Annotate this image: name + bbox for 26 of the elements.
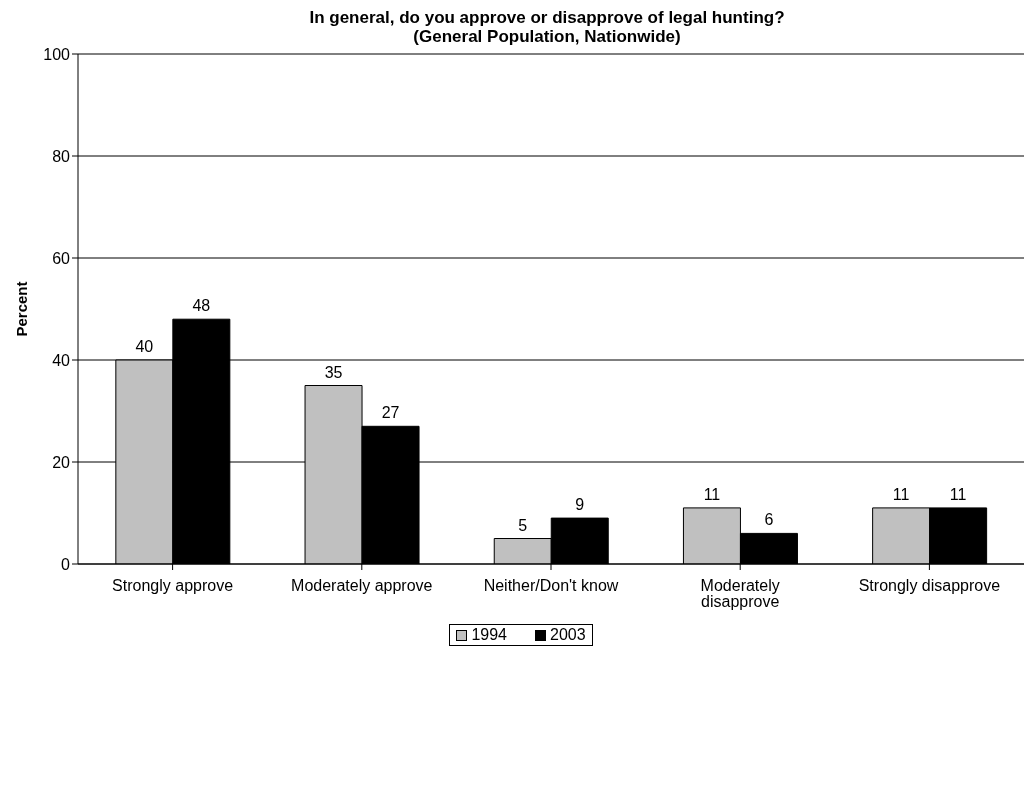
chart-title: In general, do you approve or disapprove of legal hunting? (308, 8, 786, 27)
data-label: 6 (764, 511, 774, 529)
data-label: 11 (892, 485, 910, 503)
y-tick-label: 80 (52, 147, 71, 165)
data-label: 35 (324, 363, 343, 381)
y-tick-label: 20 (52, 453, 71, 471)
legend-label: 1994 (471, 626, 507, 644)
y-tick-label: 0 (61, 555, 71, 573)
data-label: 11 (949, 485, 967, 503)
data-label: 9 (575, 496, 585, 514)
x-tick-label: Neither/Don't know (483, 577, 619, 595)
data-label: 11 (703, 485, 721, 503)
x-tick-label: Moderately approve (291, 577, 433, 595)
data-label: 5 (518, 516, 528, 534)
data-label: 40 (135, 338, 154, 355)
y-tick-label: 100 (43, 45, 71, 63)
x-tick-label: Moderately disapprove (700, 577, 780, 611)
y-axis-title: Percent (13, 281, 31, 337)
chart-subtitle: (General Population, Nationwide) (412, 27, 682, 46)
legend-label: 2003 (550, 626, 586, 644)
x-tick-label: Strongly disapprove (858, 577, 1001, 595)
x-tick-label: Strongly approve (112, 577, 234, 595)
y-tick-label: 60 (52, 249, 71, 267)
y-tick-label: 40 (52, 351, 71, 369)
data-label: 27 (381, 404, 400, 422)
data-label: 48 (192, 297, 211, 315)
